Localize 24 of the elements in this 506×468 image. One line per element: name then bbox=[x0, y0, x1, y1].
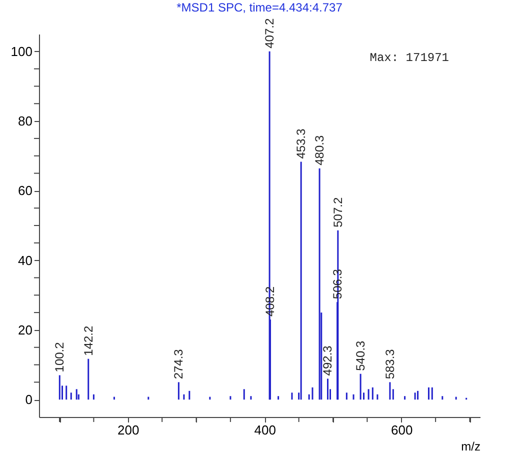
x-tick-label: 600 bbox=[391, 422, 413, 438]
annotation: 583.3 bbox=[382, 348, 397, 380]
y-tick-label: 40 bbox=[18, 252, 32, 268]
annotation: 100.2 bbox=[52, 342, 67, 372]
y-tick-label: 60 bbox=[18, 183, 32, 198]
x-tick-label: 200 bbox=[118, 422, 140, 438]
x-tick-label: 400 bbox=[254, 422, 276, 438]
annotation: 408.2 bbox=[263, 286, 278, 317]
chart-title: *MSD1 SPC, time=4.434:4.737 bbox=[176, 0, 343, 14]
y-tick-label: 80 bbox=[18, 114, 32, 129]
x-axis-title: m/z bbox=[461, 440, 480, 454]
annotation: 540.3 bbox=[354, 340, 368, 371]
annotation: 507.2 bbox=[330, 197, 345, 228]
y-tick-label: 0 bbox=[25, 392, 32, 408]
annotation: 274.3 bbox=[172, 348, 186, 380]
annotation: 407.2 bbox=[262, 18, 277, 48]
y-tick-label: 20 bbox=[18, 322, 32, 338]
annotation: 506.3 bbox=[330, 268, 344, 300]
annotation: Max: 171971 bbox=[370, 51, 449, 65]
annotation: 142.2 bbox=[81, 326, 96, 356]
annotation: 492.3 bbox=[320, 345, 335, 376]
annotation: 480.3 bbox=[312, 135, 327, 166]
annotation: 453.3 bbox=[294, 128, 308, 159]
y-tick-label: 100 bbox=[10, 44, 32, 59]
